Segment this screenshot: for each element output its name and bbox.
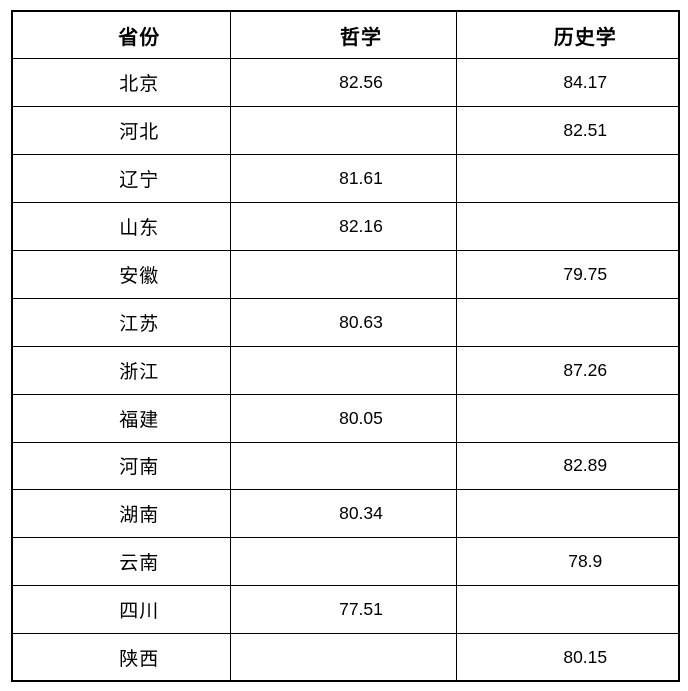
cell-history-score: 79.75 (455, 249, 680, 299)
column-header-philosophy: 哲学 (229, 10, 457, 60)
cell-province: 云南 (11, 537, 231, 587)
table-header: 省份 哲学 历史学 (11, 10, 680, 60)
cell-philosophy-score: 80.63 (229, 297, 457, 347)
cell-history-score (455, 202, 680, 251)
table-row: 江苏 80.63 (11, 297, 680, 347)
table-row: 云南 78.9 (11, 537, 680, 587)
cell-philosophy-score: 77.51 (229, 585, 457, 635)
column-header-province: 省份 (11, 10, 231, 60)
cell-province: 陕西 (11, 633, 231, 682)
cell-history-score: 82.51 (455, 106, 680, 156)
cell-province: 山东 (11, 202, 231, 251)
table-row: 福建 80.05 (11, 393, 680, 443)
cell-philosophy-score (229, 249, 457, 299)
cell-province: 福建 (11, 393, 231, 443)
cell-history-score: 84.17 (455, 58, 680, 108)
column-header-history: 历史学 (455, 10, 680, 60)
table-row: 浙江 87.26 (11, 345, 680, 395)
scores-table: 省份 哲学 历史学 北京 82.56 84.17 河北 82.51 辽宁 81.61 山东 82… (11, 10, 680, 683)
cell-philosophy-score (229, 537, 457, 587)
cell-province: 四川 (11, 585, 231, 635)
cell-philosophy-score (229, 633, 457, 682)
table-row: 湖南 80.34 (11, 489, 680, 539)
table-row: 山东 82.16 (11, 202, 680, 251)
cell-history-score (455, 393, 680, 443)
cell-history-score (455, 154, 680, 204)
cell-province: 安徽 (11, 249, 231, 299)
cell-philosophy-score (229, 441, 457, 491)
cell-province: 浙江 (11, 345, 231, 395)
table-row: 河北 82.51 (11, 106, 680, 156)
cell-philosophy-score: 80.05 (229, 393, 457, 443)
cell-history-score: 82.89 (455, 441, 680, 491)
cell-province: 辽宁 (11, 154, 231, 204)
table-row: 安徽 79.75 (11, 249, 680, 299)
cell-philosophy-score (229, 106, 457, 156)
cell-history-score (455, 489, 680, 539)
table-row: 陕西 80.15 (11, 633, 680, 682)
cell-philosophy-score: 81.61 (229, 154, 457, 204)
cell-history-score (455, 297, 680, 347)
header-row: 省份 哲学 历史学 (11, 10, 680, 60)
cell-province: 湖南 (11, 489, 231, 539)
cell-philosophy-score: 80.34 (229, 489, 457, 539)
table-body: 北京 82.56 84.17 河北 82.51 辽宁 81.61 山东 82.16 安徽 79.75… (11, 58, 680, 682)
table-row: 辽宁 81.61 (11, 154, 680, 204)
cell-province: 北京 (11, 58, 231, 108)
cell-province: 河北 (11, 106, 231, 156)
cell-province: 江苏 (11, 297, 231, 347)
cell-philosophy-score (229, 345, 457, 395)
table-row: 河南 82.89 (11, 441, 680, 491)
cell-province: 河南 (11, 441, 231, 491)
table-row: 四川 77.51 (11, 585, 680, 635)
cell-history-score (455, 585, 680, 635)
cell-history-score: 78.9 (455, 537, 680, 587)
cell-philosophy-score: 82.56 (229, 58, 457, 108)
table-row: 北京 82.56 84.17 (11, 58, 680, 108)
cell-philosophy-score: 82.16 (229, 202, 457, 251)
cell-history-score: 80.15 (455, 633, 680, 682)
cell-history-score: 87.26 (455, 345, 680, 395)
